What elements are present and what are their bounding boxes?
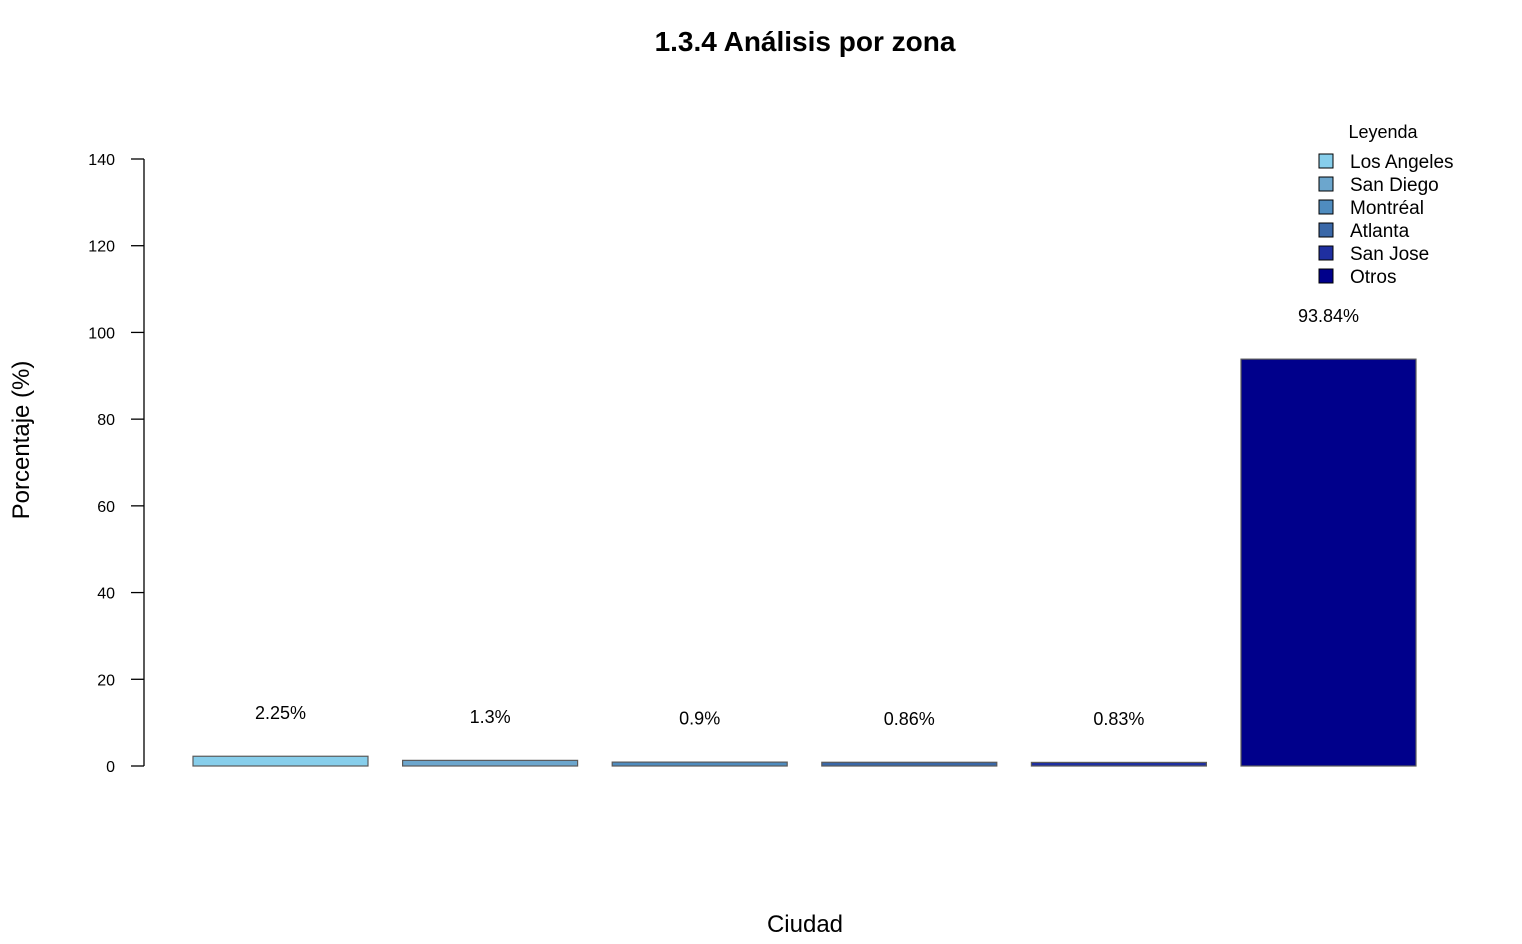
y-tick-label: 40 [97, 586, 115, 603]
y-tick-label: 20 [97, 672, 115, 689]
data-label: 0.83% [1093, 709, 1144, 729]
data-label: 2.25% [255, 703, 306, 723]
bar-montr-al [611, 761, 788, 767]
data-labels-group: 2.25% 1.3% 0.9% 0.86% 0.83% 93.84% [255, 306, 1359, 729]
y-tick-label: 120 [88, 239, 115, 256]
bar-los-angeles [192, 755, 369, 767]
legend-label: San Jose [1350, 244, 1429, 265]
legend-swatch [1318, 176, 1334, 192]
legend-swatch [1318, 199, 1334, 215]
data-label: 1.3% [470, 707, 511, 727]
chart-title: 1.3.4 Análisis por zona [655, 26, 956, 57]
legend-label: Los Angeles [1350, 152, 1454, 173]
legend-label: San Diego [1350, 175, 1439, 196]
data-label: 0.86% [884, 709, 935, 729]
legend-swatch [1318, 268, 1334, 284]
legend-swatch [1318, 153, 1334, 169]
legend-title: Leyenda [1348, 122, 1418, 142]
y-tick-label: 140 [88, 152, 115, 169]
bar-san-jose [1030, 761, 1208, 767]
bars-group [192, 358, 1417, 767]
y-axis-label: Porcentaje (%) [8, 361, 35, 520]
y-axis: 0 20 40 60 80 100 120 140 [88, 152, 145, 776]
y-tick-label: 0 [106, 759, 115, 776]
legend-label: Otros [1350, 267, 1396, 288]
x-axis-label: Ciudad [767, 911, 843, 938]
data-label: 0.9% [679, 709, 720, 729]
legend-swatch [1318, 222, 1334, 238]
legend-label: Montréal [1350, 198, 1424, 219]
y-tick-label: 100 [88, 325, 115, 342]
bar-otros [1240, 358, 1417, 767]
bar-san-diego [402, 759, 579, 767]
y-tick-label: 80 [97, 412, 115, 429]
y-tick-label: 60 [97, 499, 115, 516]
legend-swatch [1318, 245, 1334, 261]
legend-label: Atlanta [1350, 221, 1410, 242]
data-label: 93.84% [1298, 306, 1359, 326]
bar-atlanta [821, 761, 998, 767]
